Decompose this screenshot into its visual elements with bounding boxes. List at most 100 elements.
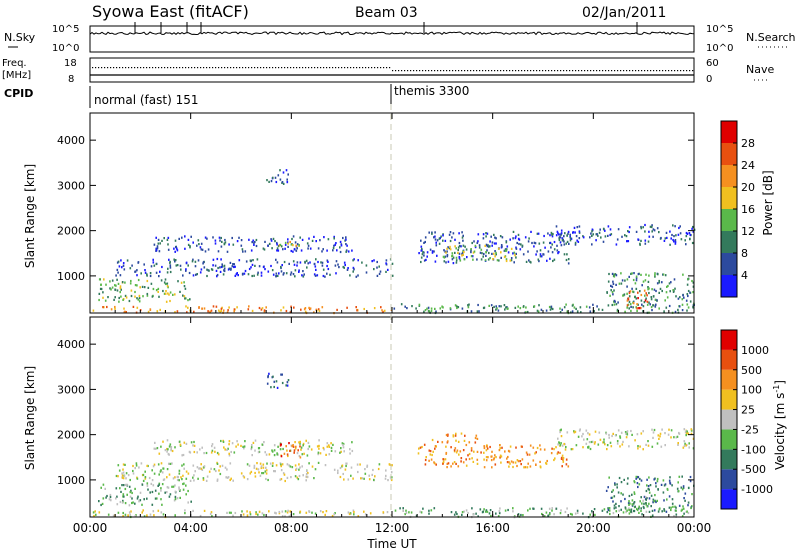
echo-cell bbox=[187, 243, 190, 246]
echo-cell bbox=[609, 228, 612, 231]
echo-cell bbox=[666, 498, 668, 501]
nave-dot bbox=[653, 70, 655, 72]
nave-dot bbox=[278, 67, 280, 69]
echo-cell bbox=[156, 447, 159, 450]
echo-cell bbox=[486, 232, 489, 235]
echo-cell bbox=[130, 510, 132, 513]
echo-cell bbox=[505, 259, 508, 263]
echo-cell bbox=[124, 281, 126, 284]
echo-cell bbox=[296, 476, 299, 479]
colorbar-swatch bbox=[721, 231, 737, 253]
echo-cell bbox=[504, 248, 507, 251]
echo-cell bbox=[653, 428, 656, 432]
echo-cell bbox=[220, 236, 222, 240]
echo-cell bbox=[152, 484, 155, 487]
echo-cell bbox=[569, 237, 572, 240]
nave-dot bbox=[560, 70, 562, 72]
echo-cell bbox=[104, 299, 107, 302]
nave-dot bbox=[659, 70, 661, 72]
echo-cell bbox=[681, 508, 683, 511]
velocity-echo-regions bbox=[92, 372, 695, 519]
echo-cell bbox=[275, 380, 278, 383]
nave-dot bbox=[266, 67, 268, 69]
freq-tick-top: 18 bbox=[64, 58, 77, 69]
echo-cell bbox=[690, 428, 693, 431]
echo-cell bbox=[687, 486, 690, 489]
echo-cell bbox=[460, 457, 463, 460]
echo-cell bbox=[458, 244, 461, 248]
echo-cell bbox=[613, 303, 616, 306]
x-tick-label: 12:00 bbox=[375, 521, 410, 535]
echo-cell bbox=[244, 250, 247, 253]
echo-cell bbox=[599, 438, 602, 441]
echo-cell bbox=[115, 274, 117, 277]
echo-cell bbox=[680, 238, 683, 241]
echo-cell bbox=[491, 241, 494, 244]
nave-dot bbox=[209, 67, 211, 69]
echo-cell bbox=[607, 234, 609, 237]
echo-cell bbox=[657, 510, 660, 513]
echo-cell bbox=[373, 259, 375, 262]
echo-cell bbox=[172, 477, 175, 480]
echo-cell bbox=[240, 239, 243, 242]
echo-cell bbox=[507, 508, 509, 512]
echo-cell bbox=[672, 238, 674, 242]
nave-dot bbox=[284, 67, 286, 69]
echo-cell bbox=[128, 504, 131, 507]
echo-cell bbox=[461, 254, 463, 257]
echo-cell bbox=[685, 444, 687, 447]
echo-cell bbox=[402, 507, 404, 510]
echo-cell bbox=[317, 260, 319, 264]
echo-cell bbox=[235, 445, 237, 448]
echo-cell bbox=[406, 307, 408, 310]
echo-cell bbox=[196, 244, 198, 247]
echo-cell bbox=[234, 265, 236, 268]
echo-cell bbox=[634, 505, 636, 508]
echo-cell bbox=[184, 509, 186, 512]
echo-cell bbox=[442, 462, 444, 465]
echo-cell bbox=[514, 254, 516, 257]
colorbar-tick-label: 500 bbox=[741, 364, 762, 377]
nave-dot bbox=[479, 70, 481, 72]
echo-cell bbox=[507, 449, 510, 452]
echo-cell bbox=[644, 496, 647, 499]
echo-cell bbox=[486, 447, 489, 450]
echo-cell bbox=[121, 476, 124, 479]
echo-cell bbox=[419, 510, 421, 513]
echo-cell bbox=[520, 463, 522, 466]
nave-dot bbox=[155, 67, 157, 69]
echo-cell bbox=[143, 263, 145, 266]
echo-cell bbox=[340, 450, 342, 453]
echo-cell bbox=[527, 462, 529, 465]
nave-dot bbox=[611, 70, 613, 72]
echo-cell bbox=[424, 236, 427, 239]
nave-dot bbox=[446, 70, 448, 72]
echo-cell bbox=[337, 471, 339, 475]
echo-cell bbox=[566, 507, 568, 510]
echo-cell bbox=[185, 261, 188, 264]
echo-cell bbox=[473, 450, 475, 453]
nave-dot bbox=[149, 67, 151, 69]
echo-cell bbox=[174, 260, 176, 263]
echo-cell bbox=[249, 259, 252, 262]
echo-cell bbox=[670, 506, 672, 509]
echo-cell bbox=[107, 513, 110, 516]
echo-cell bbox=[654, 274, 656, 277]
echo-cell bbox=[642, 280, 645, 283]
echo-cell bbox=[677, 481, 679, 484]
echo-cell bbox=[455, 432, 457, 435]
echo-cell bbox=[157, 484, 159, 487]
echo-cell bbox=[539, 255, 542, 258]
echo-cell bbox=[491, 455, 493, 458]
echo-cell bbox=[457, 248, 459, 252]
echo-cell bbox=[199, 271, 202, 274]
echo-cell bbox=[223, 267, 226, 270]
echo-cell bbox=[305, 479, 307, 482]
echo-cell bbox=[418, 303, 421, 306]
echo-cell bbox=[233, 265, 235, 269]
echo-cell bbox=[651, 509, 654, 512]
echo-cell bbox=[182, 482, 184, 486]
echo-cell bbox=[681, 298, 684, 301]
echo-cell bbox=[562, 457, 565, 460]
y-tick-label: 3000 bbox=[57, 179, 85, 192]
